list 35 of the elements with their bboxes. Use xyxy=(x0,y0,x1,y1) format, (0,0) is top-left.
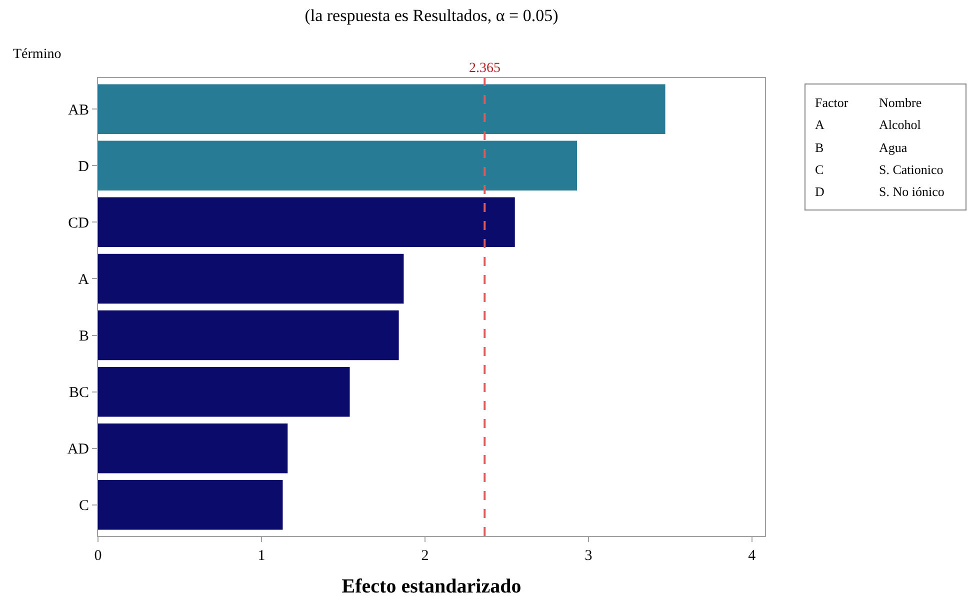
y-tick-label: BC xyxy=(68,385,89,402)
text: B xyxy=(815,140,824,155)
ref-line-label: 2.365 xyxy=(469,61,500,76)
x-tick-label: 3 xyxy=(584,548,592,564)
bar xyxy=(98,310,399,360)
y-tick-label: AD xyxy=(67,442,90,458)
y-tick-label: D xyxy=(78,158,90,175)
x-tick-label: 4 xyxy=(748,548,756,564)
bar xyxy=(98,366,350,417)
y-axis-title: Término xyxy=(13,47,62,62)
text: Alcohol xyxy=(879,117,922,132)
bar xyxy=(98,197,515,248)
text: Nombre xyxy=(879,95,922,110)
text: S. Cationico xyxy=(879,162,944,177)
y-tick-label: B xyxy=(78,328,89,345)
chart-title: (la respuesta es Resultados, α = 0.05) xyxy=(304,6,558,26)
x-tick-label: 1 xyxy=(258,548,266,564)
text: D xyxy=(815,184,824,199)
text: C xyxy=(815,162,824,177)
bar xyxy=(98,84,666,134)
y-tick-label: CD xyxy=(68,215,90,232)
y-tick-label: AB xyxy=(68,102,89,118)
y-tick-label: C xyxy=(78,498,89,514)
bar xyxy=(98,480,283,530)
x-tick-label: 2 xyxy=(421,548,429,564)
bar xyxy=(98,140,577,191)
x-axis-title: Efecto estandarizado xyxy=(342,576,522,598)
bar xyxy=(98,254,404,304)
text: Agua xyxy=(879,140,908,155)
text: A xyxy=(815,117,825,132)
x-tick-label: 0 xyxy=(94,548,102,564)
y-tick-label: A xyxy=(78,272,90,288)
bar xyxy=(98,423,288,474)
text: Factor xyxy=(815,95,849,110)
text: S. No iónico xyxy=(879,184,944,199)
